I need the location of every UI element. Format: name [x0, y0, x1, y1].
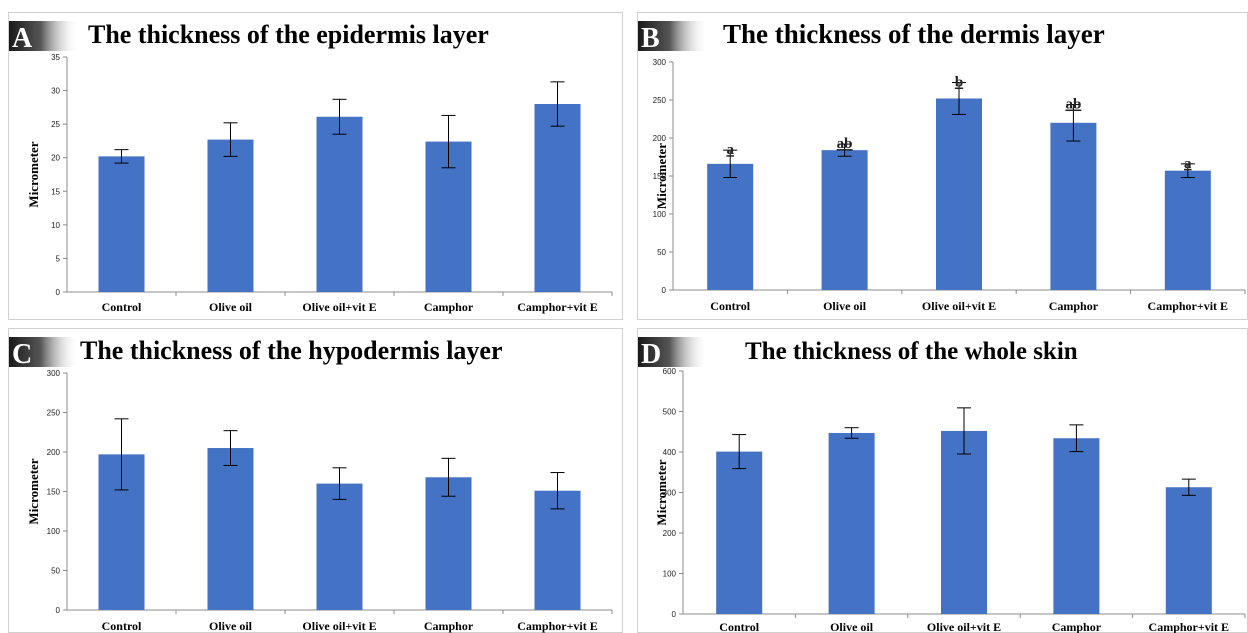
x-tick-label: Olive oil: [830, 620, 874, 633]
bar-control: [716, 451, 763, 614]
x-tick-label: Control: [710, 299, 750, 313]
x-tick-label: Camphor+vit E: [1149, 620, 1230, 633]
y-tick-label: 100: [663, 570, 677, 579]
y-tick-label: 35: [51, 53, 60, 62]
significance-label: ab: [1065, 97, 1081, 113]
y-tick-label: 30: [51, 87, 60, 96]
panel-letter: B: [641, 23, 660, 54]
panel-a: A The thickness of the epidermis layer Mic…: [8, 12, 623, 320]
x-tick-label: Control: [719, 620, 759, 633]
chart-title: The thickness of the epidermis layer: [88, 20, 489, 49]
significance-label: b: [955, 75, 963, 91]
panel-frame: [8, 12, 623, 320]
panel-letter-badge: [9, 337, 79, 367]
chart-title: The thickness of the hypodermis layer: [80, 336, 503, 365]
x-tick-label: Olive oil: [823, 299, 867, 313]
y-tick-label: 500: [663, 408, 677, 417]
y-tick-label: 250: [47, 409, 61, 418]
bar-camphor-vit-e: [1164, 170, 1211, 290]
y-tick-label: 25: [51, 120, 60, 129]
x-tick-label: Control: [102, 300, 142, 314]
y-tick-label: 50: [51, 567, 60, 576]
y-axis-label: Micrometer: [26, 458, 41, 524]
panel-letter: C: [12, 339, 32, 370]
y-tick-label: 200: [653, 134, 667, 143]
bar-control: [98, 156, 145, 292]
panel-letter-badge: [638, 21, 708, 51]
significance-label: a: [1184, 156, 1192, 172]
y-tick-label: 0: [662, 286, 667, 295]
significance-label: a: [726, 142, 734, 158]
panel-c: C The thickness of the hypodermis layer Mi…: [8, 328, 623, 633]
y-tick-label: 100: [653, 210, 667, 219]
chart-title: The thickness of the whole skin: [745, 338, 1078, 365]
y-axis-label: Micrometer: [654, 459, 669, 525]
x-tick-label: Olive oil: [209, 300, 253, 314]
y-tick-label: 250: [653, 96, 667, 105]
x-tick-label: Camphor+vit E: [517, 619, 598, 633]
x-tick-label: Camphor+vit E: [1148, 299, 1229, 313]
bar-olive-oil: [207, 448, 254, 610]
y-tick-label: 15: [51, 187, 60, 196]
bar-olive-oil-vit-e: [936, 98, 982, 290]
x-tick-label: Olive oil+vit E: [927, 620, 1001, 633]
bar-camphor-vit-e: [1165, 487, 1212, 614]
x-tick-label: Olive oil: [209, 619, 253, 633]
y-tick-label: 0: [56, 606, 61, 615]
x-tick-label: Control: [102, 619, 142, 633]
bar-camphor: [1053, 438, 1100, 614]
y-tick-label: 0: [672, 610, 677, 619]
bar-olive-oil-vit-e: [316, 116, 363, 292]
x-tick-label: Camphor+vit E: [517, 300, 598, 314]
x-tick-label: Olive oil+vit E: [302, 619, 376, 633]
y-axis-label: Micrometer: [26, 141, 41, 207]
y-tick-label: 600: [663, 367, 677, 376]
panel-letter: A: [12, 23, 33, 54]
bar-camphor: [1050, 122, 1097, 290]
x-tick-label: Olive oil+vit E: [302, 300, 376, 314]
y-tick-label: 200: [663, 529, 677, 538]
y-tick-label: 400: [663, 448, 677, 457]
bar-olive-oil-vit-e: [316, 483, 363, 610]
y-tick-label: 20: [51, 154, 60, 163]
y-tick-label: 300: [653, 58, 667, 67]
chart-title: The thickness of the dermis layer: [723, 19, 1105, 49]
panel-d: D The thickness of the whole skin Micromet…: [637, 328, 1248, 633]
x-tick-label: Camphor: [424, 619, 474, 633]
bar-olive-oil-vit-e: [941, 430, 987, 614]
y-tick-label: 200: [47, 448, 61, 457]
bar-olive-oil: [207, 139, 254, 292]
panel-letter-badge: [638, 337, 708, 367]
y-tick-label: 50: [657, 248, 666, 257]
bar-control: [707, 163, 754, 290]
bar-camphor-vit-e: [534, 490, 581, 610]
y-tick-label: 10: [51, 221, 60, 230]
y-axis-label: Micrometer: [654, 143, 669, 209]
x-tick-label: Olive oil+vit E: [922, 299, 996, 313]
panel-letter-badge: [9, 21, 79, 51]
bar-olive-oil: [828, 432, 875, 614]
y-tick-label: 300: [663, 489, 677, 498]
y-tick-label: 5: [56, 254, 61, 263]
panel-b: B The thickness of the dermis layer Microm…: [637, 12, 1248, 320]
panel-letter: D: [641, 339, 661, 370]
bar-camphor-vit-e: [534, 104, 581, 292]
x-tick-label: Camphor: [424, 300, 474, 314]
x-tick-label: Camphor: [1049, 299, 1099, 313]
y-tick-label: 0: [56, 288, 61, 297]
significance-label: ab: [837, 136, 853, 152]
y-tick-label: 150: [47, 488, 61, 497]
y-tick-label: 100: [47, 527, 61, 536]
y-tick-label: 150: [653, 172, 667, 181]
bar-camphor: [425, 477, 472, 610]
y-tick-label: 300: [47, 369, 61, 378]
bar-olive-oil: [821, 150, 868, 290]
x-tick-label: Camphor: [1052, 620, 1102, 633]
